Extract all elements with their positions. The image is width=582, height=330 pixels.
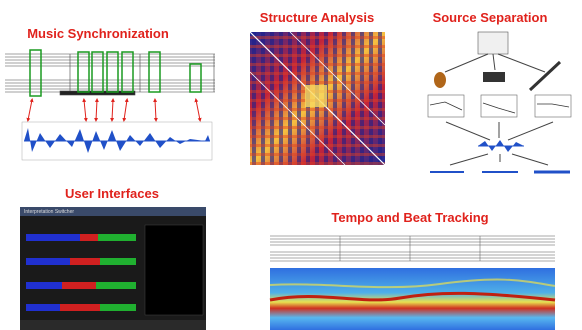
self-similarity-matrix xyxy=(250,32,385,165)
score xyxy=(5,54,215,95)
separation-diagram xyxy=(428,32,571,172)
ui-screenshot: Interpretation Switcher xyxy=(20,207,206,330)
tempogram xyxy=(270,268,555,330)
sync-arrows xyxy=(28,100,200,120)
collage: Music Synchronization Structure Analysis… xyxy=(0,0,582,330)
window-title: Interpretation Switcher xyxy=(24,209,74,215)
panel-title: Music Synchronization xyxy=(27,26,169,41)
tempo-score xyxy=(270,236,555,261)
waveform xyxy=(22,122,212,160)
page: {"panels": [ {"title": "Music Synchroniz… xyxy=(0,0,582,330)
panel-title: Tempo and Beat Tracking xyxy=(331,210,488,225)
panel-title: Source Separation xyxy=(433,10,548,25)
panel-title: User Interfaces xyxy=(65,186,159,201)
panel-title: Structure Analysis xyxy=(260,10,374,25)
